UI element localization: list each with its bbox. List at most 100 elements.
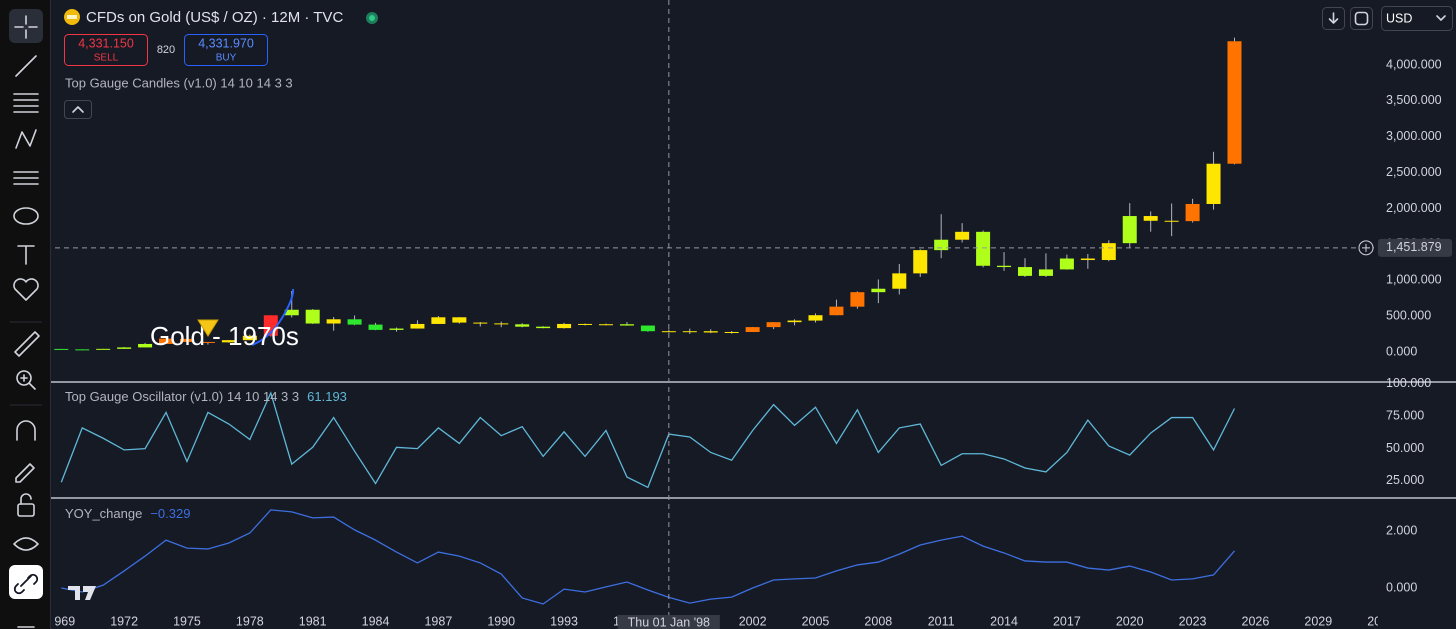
candle-body: [724, 331, 739, 333]
indicator-title[interactable]: YOY_change −0.329: [65, 506, 190, 521]
crosshair-time: Thu 01 Jan '98: [628, 615, 710, 629]
y-tick-label: 100.000: [1386, 376, 1431, 390]
candle-body: [54, 348, 69, 350]
indicator-title[interactable]: Top Gauge Oscillator (v1.0) 14 10 14 3 3…: [65, 389, 347, 404]
x-tick-label: 1993: [550, 614, 578, 628]
y-tick-label: 50.000: [1386, 441, 1424, 455]
ruler-tool[interactable]: [14, 331, 40, 357]
annotation[interactable]: Gold - 1970s: [150, 321, 299, 351]
toolbar-bg: [0, 0, 50, 629]
candle-body: [1143, 216, 1158, 221]
currency-select[interactable]: [1381, 6, 1453, 31]
candle-body: [1017, 267, 1032, 276]
axes: 0.000500.0001,000.0001,500.0002,000.0002…: [47, 57, 1456, 629]
user-drawing[interactable]: [251, 288, 295, 346]
pattern-tool[interactable]: [15, 129, 37, 149]
candle-body: [1080, 258, 1095, 261]
tv-logo: [68, 586, 96, 600]
x-tick-label: 1972: [110, 614, 138, 628]
marker[interactable]: [197, 319, 219, 337]
text-tool[interactable]: [17, 245, 35, 265]
x-tick-label: 1975: [173, 614, 201, 628]
plot-area: [54, 37, 1242, 605]
symbol-icon-bar: [67, 15, 77, 19]
candle-body: [682, 331, 697, 333]
candle-body: [242, 335, 257, 341]
magnet-tool[interactable]: [16, 420, 36, 441]
candle-body: [410, 323, 425, 329]
x-tick-label: 1990: [487, 614, 515, 628]
line-tool[interactable]: [15, 55, 37, 77]
candle-body: [766, 322, 781, 328]
x-tick-label: 2026: [1242, 614, 1270, 628]
lock-tool[interactable]: [17, 503, 35, 517]
candle-body: [347, 319, 362, 325]
y-tick-label: 3,000.000: [1386, 129, 1442, 143]
x-tick-label: 2020: [1116, 614, 1144, 628]
candle-body: [578, 323, 593, 325]
indicator-value: 61.193: [307, 389, 347, 404]
x-tick-label: 2014: [990, 614, 1018, 628]
lock-shackle: [20, 493, 32, 505]
y-tick-label: 500.000: [1386, 308, 1431, 322]
candle-body: [452, 317, 467, 323]
candle-body: [1164, 220, 1179, 222]
projection-tool[interactable]: [13, 171, 39, 185]
collapse-button[interactable]: [64, 100, 92, 119]
candle-body: [1206, 163, 1221, 204]
candle-body: [808, 315, 823, 321]
sell-label[interactable]: SELL: [94, 53, 119, 64]
candle-body: [787, 320, 802, 323]
shape-tool[interactable]: [13, 207, 39, 225]
y-tick-label: 25.000: [1386, 473, 1424, 487]
candle-body: [997, 265, 1012, 268]
candle-body: [1059, 258, 1074, 270]
toolbar-overlap: [51, 615, 55, 629]
fullscreen-button[interactable]: [1350, 7, 1373, 30]
x-tick-label: 1978: [236, 614, 264, 628]
candle-body: [557, 323, 572, 329]
draw-mode-tool[interactable]: [15, 463, 35, 483]
candle-body: [976, 231, 991, 266]
buy-label[interactable]: BUY: [216, 53, 237, 64]
indicator-title[interactable]: Top Gauge Candles (v1.0) 14 10 14 3 3: [65, 75, 293, 90]
sell-price[interactable]: 4,331.150: [78, 36, 134, 50]
favorites-tool[interactable]: [13, 278, 39, 301]
y-tick-label: 2,500.000: [1386, 165, 1442, 179]
candle-body: [850, 292, 865, 307]
candle-body: [284, 309, 299, 316]
candle-body: [1185, 203, 1200, 222]
y-tick-label: 2,000.000: [1386, 201, 1442, 215]
currency[interactable]: USD: [1386, 11, 1412, 25]
indicator-name: YOY_change: [65, 506, 142, 521]
x-tick-label: 1981: [299, 614, 327, 628]
zoom-tool[interactable]: [16, 370, 32, 386]
y-tick-label: 0.000: [1386, 580, 1417, 594]
y-tick-label: 1,000.000: [1386, 273, 1442, 287]
candle-body: [934, 239, 949, 251]
candle-body: [1101, 243, 1116, 261]
x-tick-label: 2017: [1053, 614, 1081, 628]
candle-body: [661, 331, 676, 333]
buy-price[interactable]: 4,331.970: [198, 36, 254, 50]
fib-tool[interactable]: [13, 93, 39, 113]
collapse-icon: [72, 106, 84, 113]
zoom-tool-detail: [20, 374, 36, 390]
buy-button[interactable]: [184, 34, 268, 66]
candle-body: [221, 340, 236, 343]
crosshair-plus-icon: [1362, 243, 1370, 252]
candle-body: [829, 306, 844, 316]
dropdown-icon: [1436, 15, 1446, 21]
visibility-tool[interactable]: [13, 537, 39, 551]
candle-body: [1227, 41, 1242, 164]
candle-body: [1122, 216, 1137, 244]
symbol-title[interactable]: CFDs on Gold (US$ / OZ) · 12M · TVC: [86, 9, 343, 26]
indicator-name: Top Gauge Oscillator (v1.0) 14 10 14 3 3: [65, 389, 299, 404]
status-dot-inner: [369, 15, 375, 21]
link-tool[interactable]: [13, 573, 39, 595]
crosshair: 1,451.879 Thu 01 Jan '98: [55, 0, 1452, 629]
crosshair-tool[interactable]: [14, 15, 38, 39]
candle-body: [640, 325, 655, 332]
indicator-value: −0.329: [150, 506, 190, 521]
sell-button[interactable]: [64, 34, 148, 66]
